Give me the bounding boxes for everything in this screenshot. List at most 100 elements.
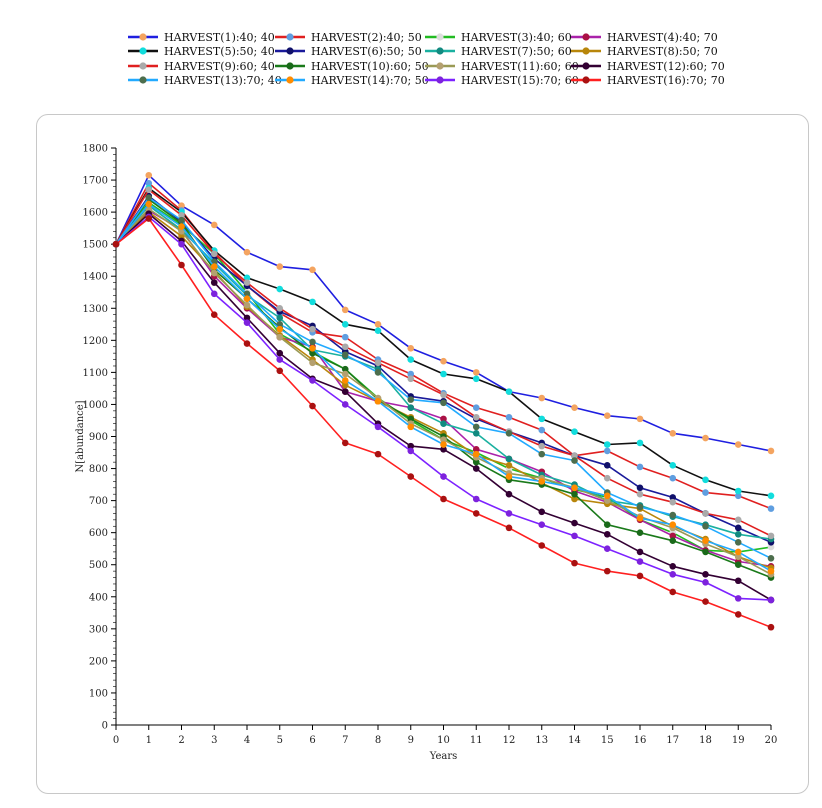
data-point (734, 487, 742, 495)
data-point (341, 370, 349, 378)
legend-label: HARVEST(16):70; 70 (607, 74, 725, 87)
data-point (472, 495, 480, 503)
data-point (210, 290, 218, 298)
data-point (374, 321, 382, 328)
data-point (440, 415, 447, 423)
legend-entry: HARVEST(7):50; 60 (425, 45, 572, 58)
data-point (440, 495, 447, 503)
data-point (603, 441, 611, 448)
data-point (472, 423, 480, 431)
data-point (374, 450, 382, 458)
data-point (145, 179, 153, 187)
data-point (669, 429, 677, 437)
data-point (472, 369, 480, 376)
series (112, 215, 775, 631)
series (112, 171, 775, 455)
data-point (341, 381, 349, 389)
legend-entry: HARVEST(15):70; 60 (425, 74, 579, 87)
legend-marker (582, 47, 590, 55)
legend-label: HARVEST(4):40; 70 (607, 31, 718, 44)
y-tick-label: 300 (89, 624, 108, 635)
data-point (702, 579, 709, 586)
data-point (440, 370, 447, 378)
data-point (210, 311, 218, 318)
x-tick-label: 1 (146, 735, 152, 746)
legend-marker (139, 62, 147, 70)
data-point (472, 510, 480, 517)
data-point (702, 489, 709, 496)
data-point (210, 221, 218, 229)
legend-label: HARVEST(1):40; 40 (164, 31, 275, 44)
data-point (178, 240, 185, 248)
data-point (407, 423, 415, 431)
data-point (276, 333, 284, 341)
data-point (538, 521, 546, 528)
x-tick-label: 4 (244, 735, 250, 746)
x-tick-label: 18 (699, 735, 712, 746)
data-point (440, 391, 447, 399)
data-point (276, 285, 284, 293)
x-tick-label: 2 (178, 735, 184, 746)
legend-marker (436, 47, 444, 55)
y-tick-label: 800 (89, 464, 108, 475)
legend-label: HARVEST(11):60; 60 (461, 60, 579, 73)
x-tick-label: 0 (113, 735, 119, 746)
legend-marker (139, 47, 147, 55)
data-point (571, 452, 578, 460)
data-point (243, 274, 251, 282)
data-point (210, 279, 218, 286)
data-point (734, 548, 742, 556)
legend-entry: HARVEST(12):60; 70 (571, 60, 725, 73)
series (112, 194, 775, 562)
data-point (636, 415, 644, 423)
data-point (341, 333, 349, 341)
y-tick-label: 1800 (83, 144, 108, 155)
data-point (472, 446, 480, 453)
x-tick-label: 3 (211, 735, 217, 746)
data-point (669, 532, 677, 540)
legend-entry: HARVEST(14):70; 50 (275, 74, 429, 87)
data-point (243, 295, 251, 302)
data-point (636, 548, 644, 556)
data-point (309, 298, 316, 306)
data-point (341, 321, 349, 328)
data-point (669, 537, 677, 544)
legend-marker (436, 62, 444, 70)
y-tick-label: 100 (89, 688, 108, 699)
data-point (767, 623, 775, 631)
data-point (243, 314, 251, 322)
legend-label: HARVEST(14):70; 50 (311, 74, 429, 87)
data-point (341, 388, 349, 395)
data-point (734, 516, 742, 524)
x-tick-label: 15 (601, 735, 614, 746)
data-point (276, 356, 284, 363)
legend-entry: HARVEST(10):60; 50 (275, 60, 429, 73)
data-point (341, 377, 349, 384)
legend-label: HARVEST(5):50; 40 (164, 45, 275, 58)
data-point (309, 377, 316, 384)
data-point (669, 588, 677, 596)
data-point (178, 202, 185, 209)
data-point (636, 490, 644, 498)
y-tick-label: 1400 (83, 272, 108, 283)
data-point (571, 495, 578, 503)
legend-entry: HARVEST(13):70; 40 (128, 74, 282, 87)
y-tick-label: 500 (89, 560, 108, 571)
legend-entry: HARVEST(4):40; 70 (571, 31, 718, 44)
data-point (440, 436, 447, 444)
data-point (538, 478, 546, 485)
legend-marker (286, 76, 294, 84)
data-point (440, 446, 447, 453)
x-tick-label: 7 (342, 735, 348, 746)
legend-label: HARVEST(8):50; 70 (607, 45, 718, 58)
data-point (571, 484, 578, 492)
data-point (341, 365, 349, 373)
x-tick-label: 5 (277, 735, 283, 746)
y-tick-label: 1700 (83, 176, 108, 187)
data-point (702, 548, 709, 556)
legend-marker (436, 76, 444, 84)
data-point (276, 321, 284, 328)
data-point (538, 542, 546, 549)
x-tick-label: 11 (470, 735, 483, 746)
series (112, 200, 775, 575)
